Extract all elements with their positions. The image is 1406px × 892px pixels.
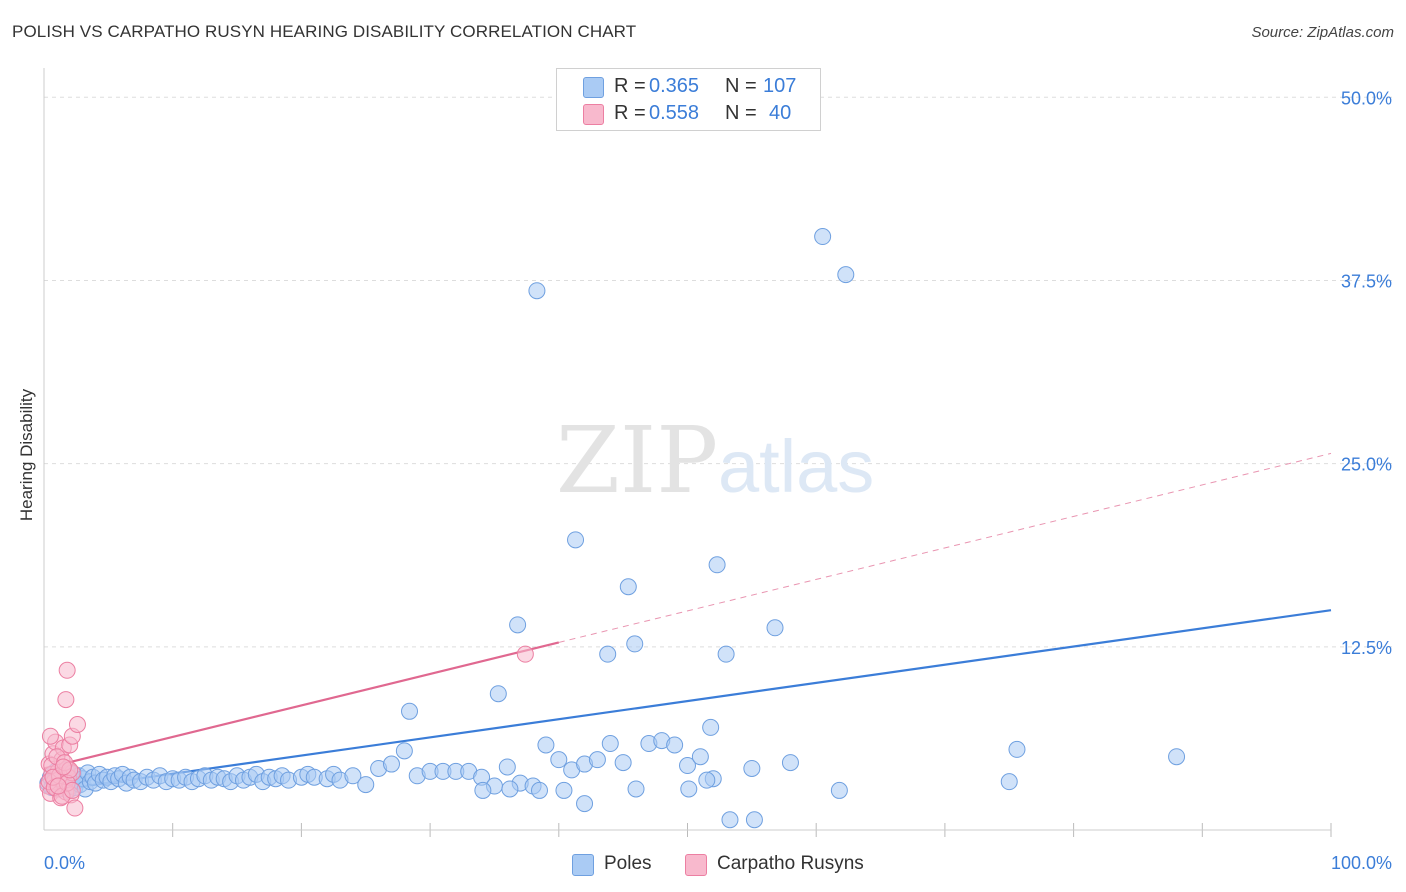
poles-point (382, 755, 400, 773)
poles-point (537, 736, 555, 754)
poles-point (1168, 748, 1186, 766)
legend-swatch-poles (583, 77, 604, 98)
tick-labels: 12.5% 25.0% 37.5% 50.0% 0.0% 100.0% (44, 88, 1392, 873)
trend-lines (43, 452, 1332, 793)
grid-lines (44, 96, 1392, 837)
chart-title: POLISH VS CARPATHO RUSYN HEARING DISABIL… (12, 22, 637, 41)
poles-point (745, 811, 763, 829)
legend-swatch-carpatho-rusyns (583, 104, 604, 125)
poles-point (721, 811, 739, 829)
poles-point (680, 780, 698, 798)
y-axis-title: Hearing Disability (17, 388, 36, 521)
poles-point (614, 754, 632, 772)
data-points (39, 228, 1186, 829)
carpatho-rusyns-point (41, 727, 59, 745)
carpatho-rusyns-point (66, 799, 84, 817)
x-tick-label-max: 100.0% (1331, 853, 1392, 873)
poles-point (395, 742, 413, 760)
poles-point (781, 754, 799, 772)
poles-point (837, 266, 855, 284)
carpatho-rusyns-point (68, 715, 86, 733)
legend-n-label: N = (725, 102, 757, 124)
poles-point (708, 556, 726, 574)
axes (43, 68, 1331, 831)
legend-r-label: R = (614, 102, 646, 124)
legend-label-poles: Poles (604, 853, 652, 874)
poles-point (626, 635, 644, 653)
legend-n-value: 40 (769, 102, 792, 124)
poles-point (576, 795, 594, 813)
poles-point (344, 767, 362, 785)
poles-point (698, 771, 716, 789)
y-tick-label: 50.0% (1341, 88, 1392, 108)
poles-point (498, 758, 516, 776)
legend-swatch-carpatho-rusyns (685, 854, 707, 876)
poles-point (627, 780, 645, 798)
poles-point (489, 685, 507, 703)
poles-point (530, 781, 548, 799)
poles-point (501, 780, 519, 798)
legend-r-value: 0.558 (649, 102, 700, 124)
poles-point (1008, 740, 1026, 758)
x-tick-label-min: 0.0% (44, 853, 85, 873)
poles-trend-line (43, 609, 1332, 793)
y-tick-label: 12.5% (1341, 638, 1392, 658)
poles-point (717, 645, 735, 663)
poles-point (691, 748, 709, 766)
legend-n-value: 107 (763, 75, 797, 97)
legend-n-label: N = (725, 75, 757, 97)
carpatho-rusyns-trend-line-extension (558, 452, 1332, 643)
watermark: ZIP atlas (556, 407, 874, 514)
legend-r-value: 0.365 (649, 75, 700, 97)
poles-point (509, 616, 527, 634)
poles-point (588, 751, 606, 769)
poles-point (567, 531, 585, 549)
poles-point (601, 735, 619, 753)
y-tick-label: 25.0% (1341, 455, 1392, 475)
poles-point (528, 282, 546, 300)
poles-point (830, 781, 848, 799)
poles-point (814, 228, 832, 246)
poles-point (1000, 773, 1018, 791)
poles-point (766, 619, 784, 637)
poles-point (550, 751, 568, 769)
poles-point (679, 757, 696, 775)
watermark-atlas: atlas (718, 425, 874, 508)
carpatho-rusyns-point (58, 661, 76, 679)
carpatho-rusyns-point (516, 645, 534, 663)
poles-point (619, 578, 637, 596)
poles-point (357, 776, 375, 794)
carpatho-rusyns-point (63, 781, 81, 799)
poles-point (702, 718, 720, 736)
watermark-zip: ZIP (556, 407, 718, 514)
legend-swatch-poles (572, 854, 594, 876)
carpatho-rusyns-point (57, 691, 75, 709)
legend-label-carpatho-rusyns: Carpatho Rusyns (717, 853, 864, 874)
legend-r-label: R = (614, 75, 646, 97)
stats-legend: R = 0.365 N = 107 R = 0.558 N = 40 (556, 68, 821, 131)
carpatho-rusyns-trend-line (43, 641, 560, 770)
poles-point (743, 759, 761, 777)
poles-point (599, 645, 617, 663)
poles-point (555, 781, 573, 799)
carpatho-rusyns-point (54, 758, 72, 776)
poles-point (474, 781, 492, 799)
y-tick-label: 37.5% (1341, 271, 1392, 291)
carpatho-rusyns-point (49, 777, 67, 795)
poles-point (666, 736, 684, 754)
poles-point (401, 702, 419, 720)
source-label: Source: ZipAtlas.com (1251, 24, 1394, 41)
